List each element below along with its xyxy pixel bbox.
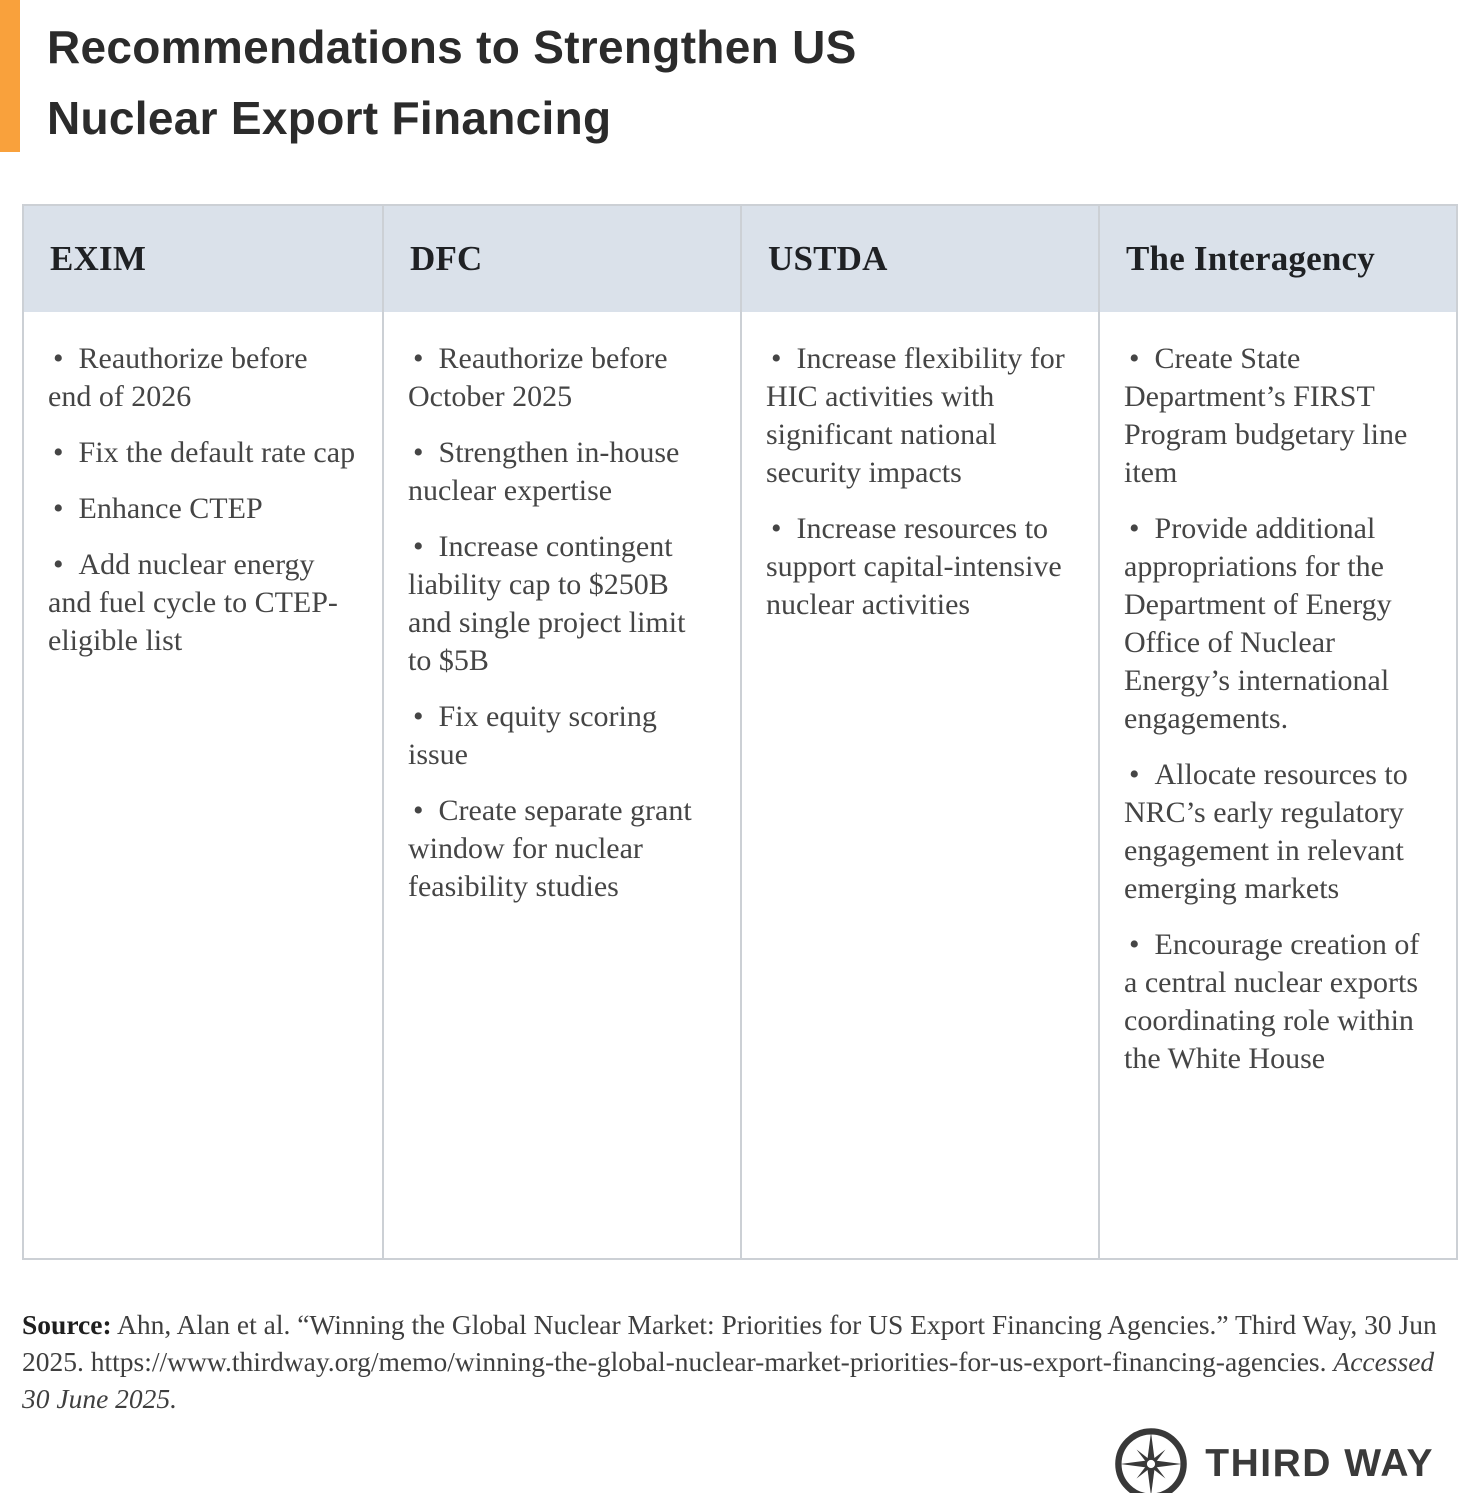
page-title: Recommendations to Strengthen US Nuclear… [47,12,1440,154]
source-citation: Source: Ahn, Alan et al. “Winning the Gl… [22,1306,1456,1417]
column-header: The Interagency [1100,206,1456,312]
bullet-item: Increase contingent liability cap to $25… [408,528,716,680]
page-title-line2: Nuclear Export Financing [47,92,612,144]
footer: THIRD WAY [0,1427,1434,1493]
bullet-item: Add nuclear energy and fuel cycle to CTE… [48,546,358,660]
compass-icon [1115,1428,1188,1493]
bullet-item: Reauthorize before October 2025 [408,340,716,416]
bullet-item: Reauthorize before end of 2026 [48,340,358,416]
table-column: The Interagency Create State Department’s… [1098,206,1456,1258]
accent-bar [0,0,20,152]
bullet-item: Encourage creation of a central nuclear … [1124,926,1432,1078]
third-way-wordmark: THIRD WAY [1205,1442,1434,1485]
source-accessed-note: Accessed 30 June 2025. [22,1346,1435,1414]
page-title-line1: Recommendations to Strengthen US [47,21,857,73]
column-body: Reauthorize before end of 2026 Fix the de… [24,312,382,1258]
recommendations-table: EXIM Reauthorize before end of 2026 Fix th… [22,204,1458,1260]
column-body: Reauthorize before October 2025 Strengthe… [384,312,740,1258]
bullet-item: Fix the default rate cap [48,434,358,472]
column-header: DFC [384,206,740,312]
column-header: EXIM [24,206,382,312]
column-header: USTDA [742,206,1098,312]
bullet-item: Enhance CTEP [48,490,358,528]
source-label: Source: [22,1309,112,1340]
source-text: Ahn, Alan et al. “Winning the Global Nuc… [22,1309,1437,1377]
bullet-item: Create separate grant window for nuclear… [408,792,716,906]
column-body: Increase flexibility for HIC activities … [742,312,1098,1258]
bullet-item: Increase flexibility for HIC activities … [766,340,1074,492]
bullet-item: Strengthen in-house nuclear expertise [408,434,716,510]
table-column: USTDA Increase flexibility for HIC activi… [740,206,1098,1258]
bullet-item: Allocate resources to NRC’s early regula… [1124,756,1432,908]
table-column: EXIM Reauthorize before end of 2026 Fix th… [24,206,382,1258]
column-body: Create State Department’s FIRST Program … [1100,312,1456,1258]
bullet-item: Fix equity scoring issue [408,698,716,774]
bullet-item: Increase resources to support capital-in… [766,510,1074,624]
table-column: DFC Reauthorize before October 2025 Streng… [382,206,740,1258]
bullet-item: Create State Department’s FIRST Program … [1124,340,1432,492]
bullet-item: Provide additional appropriations for th… [1124,510,1432,738]
title-block: Recommendations to Strengthen US Nuclear… [0,0,1480,168]
